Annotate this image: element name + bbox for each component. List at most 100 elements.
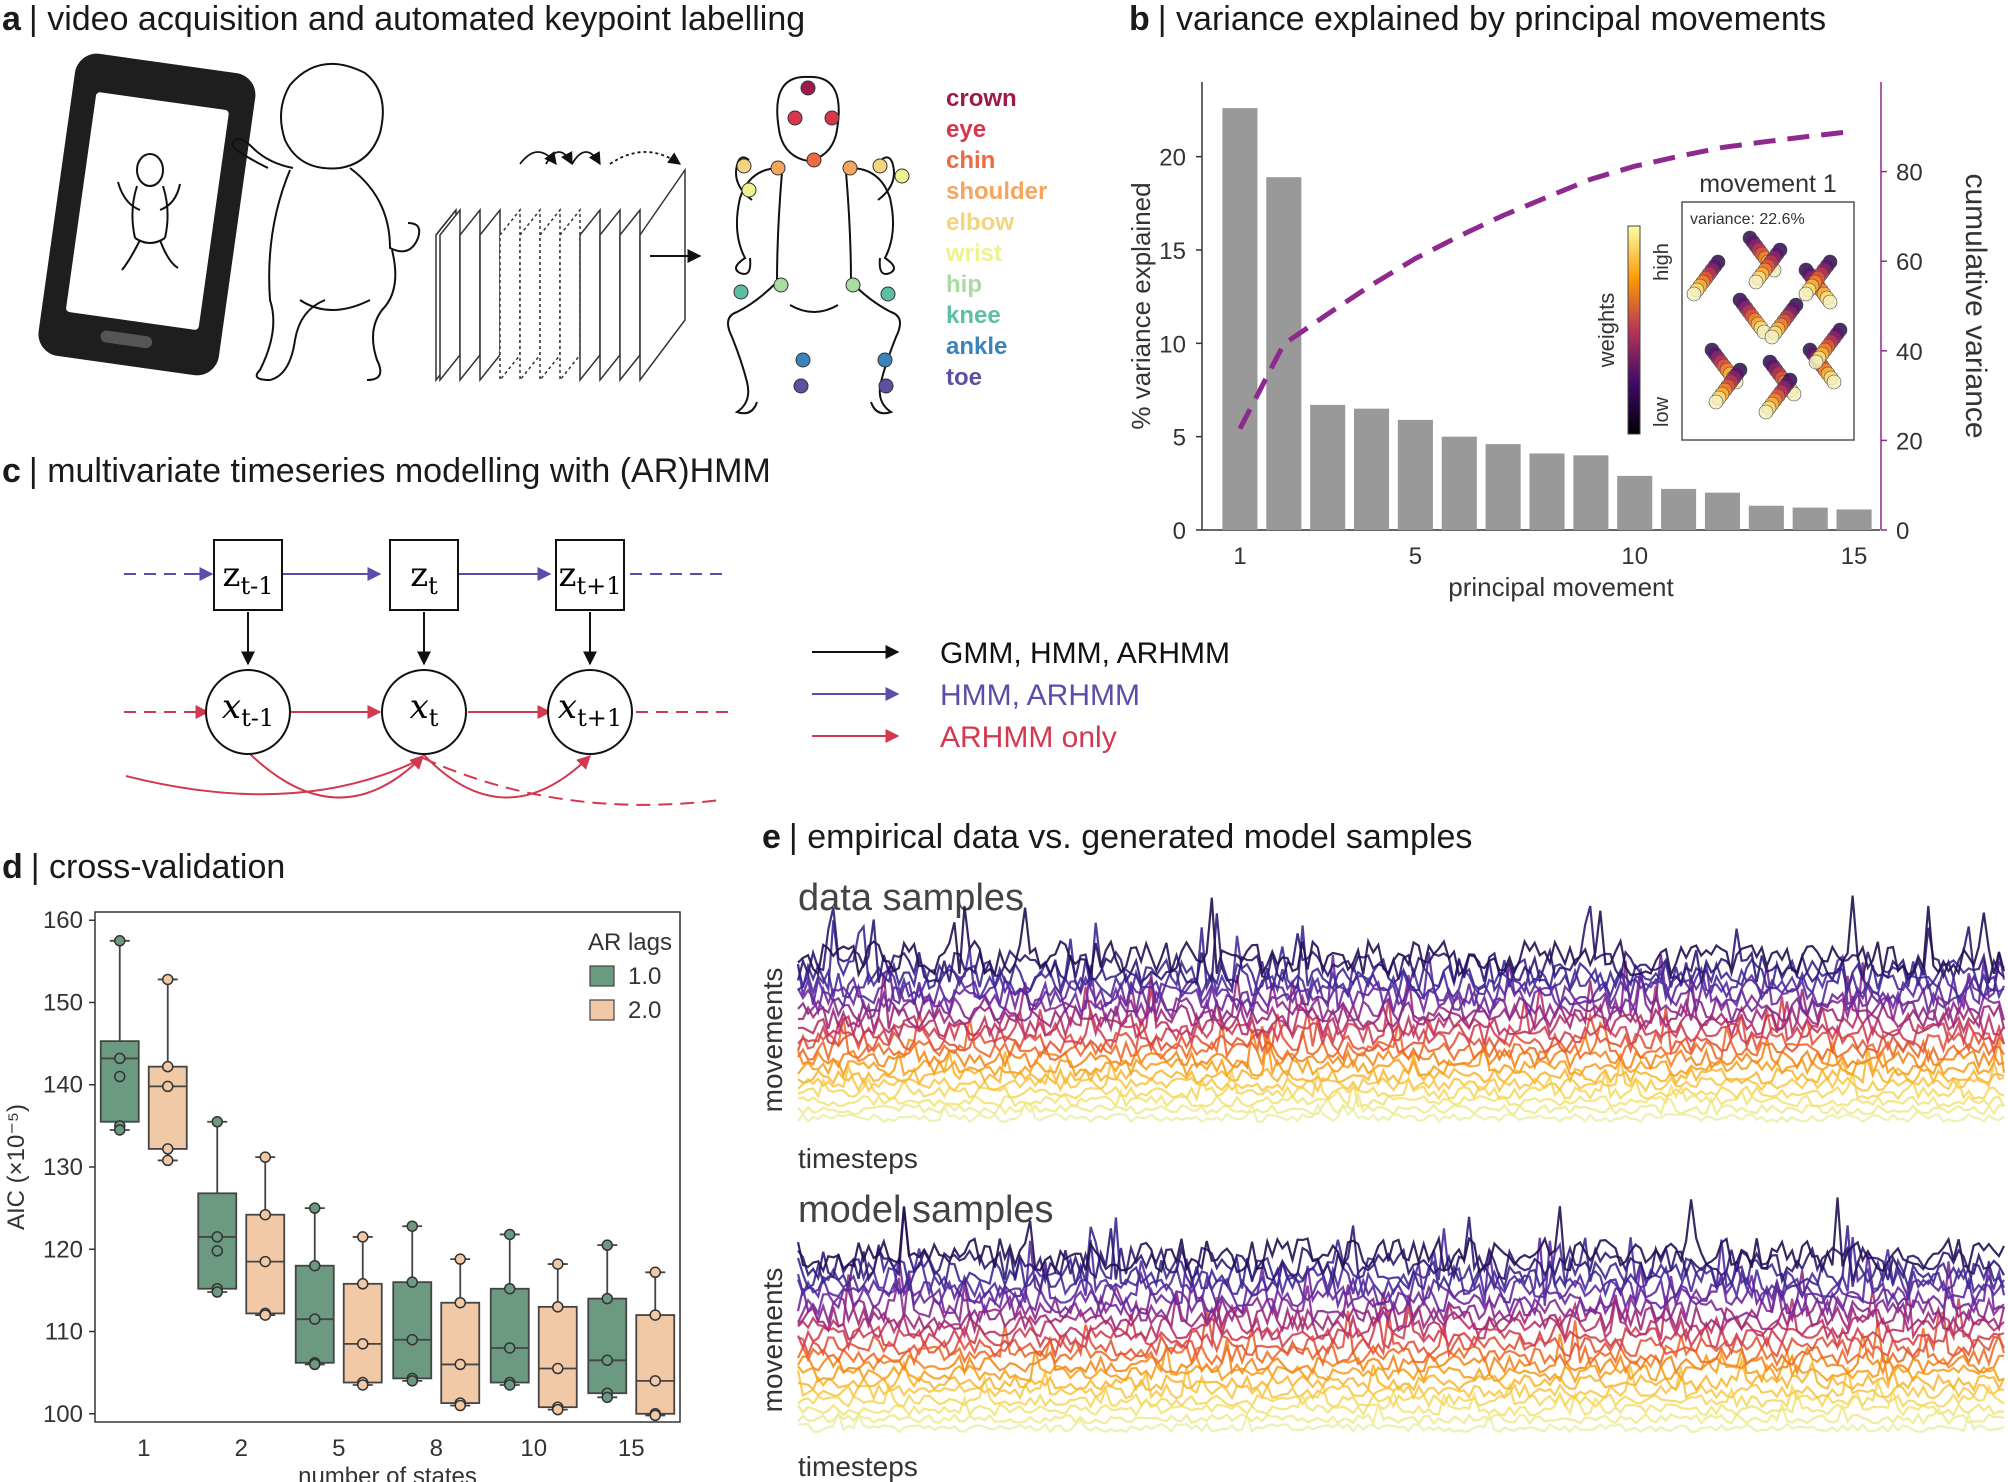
b-y-tick-label: 15 [1159,238,1186,265]
data-point [649,1309,661,1321]
x-node-label: xt-1 [222,687,274,732]
b-y2-tick-label: 0 [1896,518,1909,545]
movement-trace [797,1058,2005,1094]
data-point [504,1282,516,1295]
movement-trace [796,1217,2005,1293]
b-x-tick-label: 5 [1409,543,1422,570]
keypoint-hip-dot [773,277,789,293]
data-point [211,1231,223,1243]
data-point [309,1259,321,1272]
data-samples-traces [796,895,2006,1124]
panel-a-letter: a [2,0,22,38]
box [537,1305,578,1409]
d-x-tick-label: 5 [332,1435,345,1462]
variance-bar [1397,419,1433,530]
keypoint-label-crown: crown [946,85,1017,112]
variance-bar [1310,404,1346,530]
data-point [552,1362,564,1375]
x-node-label: xt+1 [558,687,622,732]
panel-d: d | cross-validation 10011012013014015016… [2,848,681,1482]
inset-keypoint-trails [1686,230,1848,420]
video-frame [599,207,621,383]
z-node-label: zt-1 [223,555,274,600]
variance-bar [1617,475,1653,530]
keypoint-label-hip: hip [946,271,982,298]
inset-trail-dot [1822,294,1838,310]
variance-bar [1222,108,1258,530]
keypoint-label-elbow: elbow [946,209,1014,236]
frame-arc-arrow [609,151,682,165]
d-x-tick-label: 15 [618,1435,645,1462]
d-legend-title: AR lags [588,929,672,956]
movement-trace [797,1261,2005,1327]
data-point [357,1338,369,1350]
d-x-tick-label: 2 [235,1435,248,1462]
keypoint-toe-dot [878,378,894,394]
legend-label: HMM, ARHMM [940,679,1140,712]
data-point [454,1358,466,1371]
z-node-2 [555,539,625,611]
inset-trail-dot [1748,274,1764,290]
data-point [162,1080,174,1093]
b-y2-tick-label: 40 [1896,339,1923,366]
b-x-tick-label: 1 [1233,543,1246,570]
movement-trace [797,960,2006,1026]
movement-trace [796,1029,2005,1071]
inset-colorbar [1627,225,1641,435]
x-node-0 [205,669,291,755]
data-point [406,1375,418,1387]
keypoint-label-shoulder: shoulder [946,178,1047,205]
b-y-axis-label: % variance explained [1126,182,1156,429]
z-node-base: z [559,555,577,595]
movement-trace [796,1319,2006,1368]
data-point [406,1220,418,1232]
movement-trace [797,1285,2005,1343]
panel-c: c | multivariate timeseries modelling wit… [2,452,1230,806]
x-node-label: xt [410,687,439,732]
b-y2-axis-label: cumulative variance [1959,173,1992,438]
data-point [601,1292,613,1305]
frame-arc-arrow [545,151,573,166]
keypoint-knee-dot [880,286,896,302]
data-point [162,1143,174,1155]
model-samples-ylabel: movements [757,1268,788,1413]
emission-edges [241,612,597,666]
panel-d-letter: d [2,848,23,886]
box [489,1287,530,1384]
b-x-tick-label: 10 [1621,543,1648,570]
panel-a-title: | video acquisition and automated keypoi… [29,0,805,38]
movement-trace [797,1307,2005,1359]
inset-trail-dot [1686,286,1702,302]
z-node-sub: t-1 [240,572,273,600]
movement-trace [797,985,2005,1040]
frame-arc-arrow [519,151,557,166]
movement-trace [797,1374,2005,1409]
keypoint-shoulder-dot [770,160,786,176]
b-y2-tick-label: 20 [1896,428,1923,455]
panel-e-title: | empirical data vs. generated model sam… [789,818,1473,856]
data-point [601,1354,613,1367]
keypoint-label-toe: toe [946,364,982,391]
keypoint-shoulder-dot [842,160,858,176]
legend-label: GMM, HMM, ARHMM [940,637,1230,670]
data-point [211,1116,223,1128]
keypoint-crown-dot [800,80,816,96]
keypoint-label-chin: chin [946,147,995,174]
keypoint-eye-dot [787,110,803,126]
x-node-2 [547,669,633,755]
data-point [504,1342,516,1354]
data-point [211,1286,223,1298]
d-plot-frame [94,911,681,1423]
keypoint-label-wrist: wrist [945,240,1002,267]
video-frame [459,207,481,383]
data-point [162,1060,174,1073]
d-x-tick-label: 8 [430,1435,443,1462]
variance-bar [1836,509,1872,530]
d-legend-swatch [589,999,615,1021]
data-point [259,1208,271,1221]
video-frame [519,207,541,383]
inset-trail-dot [1708,394,1724,410]
keypoint-hip-dot [845,277,861,293]
box [440,1301,481,1404]
